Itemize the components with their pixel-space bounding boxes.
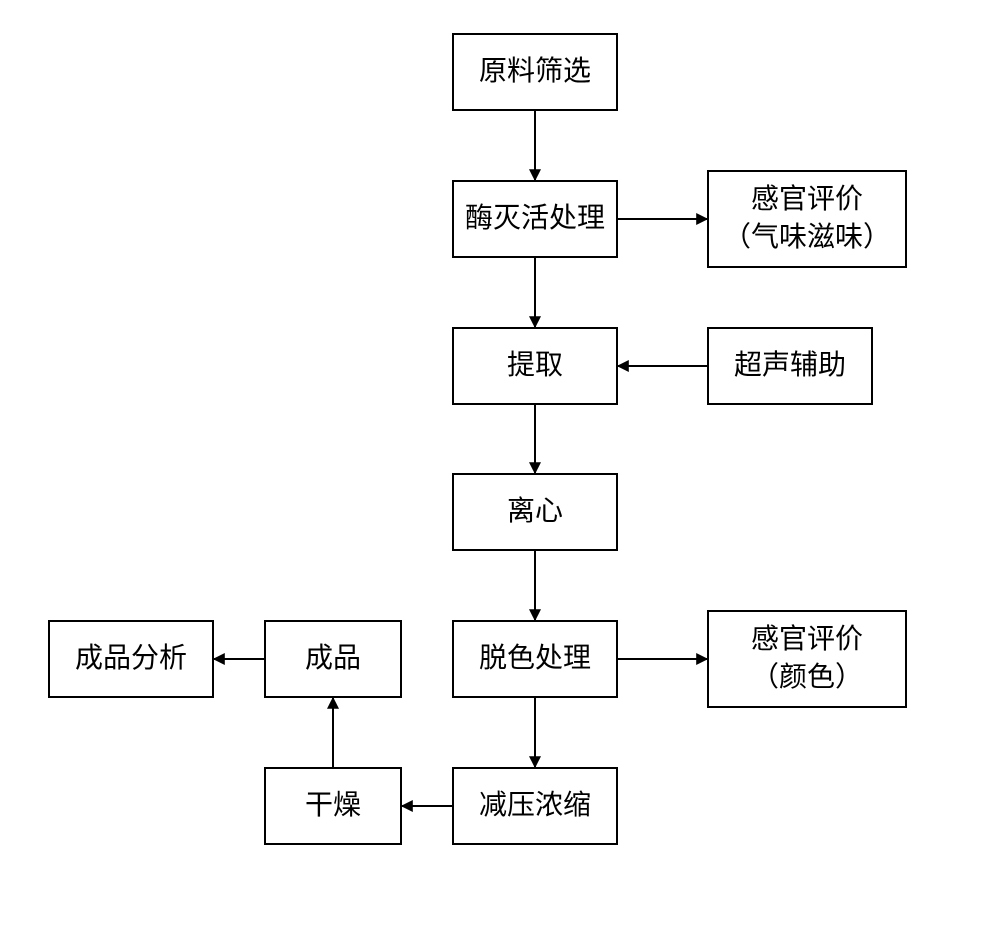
- flow-node-n3: 感官评价 （气味滋味）: [707, 170, 907, 268]
- flow-node-label: 干燥: [305, 787, 361, 825]
- flow-node-n12: 成品分析: [48, 620, 214, 698]
- flow-node-n11: 成品: [264, 620, 402, 698]
- flow-node-label: 离心: [507, 493, 563, 531]
- flowchart-canvas: 原料筛选酶灭活处理 感官评价 （气味滋味） 提取 超声辅助离心脱色处理 感官评价 （颜色…: [0, 0, 1000, 943]
- flow-node-label: 提取: [507, 347, 563, 385]
- flow-node-label: 减压浓缩: [479, 787, 591, 825]
- flow-node-label: 感官评价 （气味滋味）: [723, 181, 891, 257]
- flow-node-n6: 离心: [452, 473, 618, 551]
- flow-node-label: 原料筛选: [479, 53, 591, 91]
- flow-node-label: 成品: [305, 640, 361, 678]
- flow-node-n8: 感官评价 （颜色）: [707, 610, 907, 708]
- flow-node-label: 成品分析: [75, 640, 187, 678]
- flow-node-label: 超声辅助: [734, 347, 846, 385]
- flow-node-n9: 减压浓缩: [452, 767, 618, 845]
- flow-node-n1: 原料筛选: [452, 33, 618, 111]
- flow-node-label: 酶灭活处理: [465, 200, 605, 238]
- flow-node-n2: 酶灭活处理: [452, 180, 618, 258]
- flow-node-n4: 提取: [452, 327, 618, 405]
- flow-node-n10: 干燥: [264, 767, 402, 845]
- flow-node-n7: 脱色处理: [452, 620, 618, 698]
- flow-node-label: 脱色处理: [479, 640, 591, 678]
- flow-node-n5: 超声辅助: [707, 327, 873, 405]
- flow-node-label: 感官评价 （颜色）: [751, 621, 863, 697]
